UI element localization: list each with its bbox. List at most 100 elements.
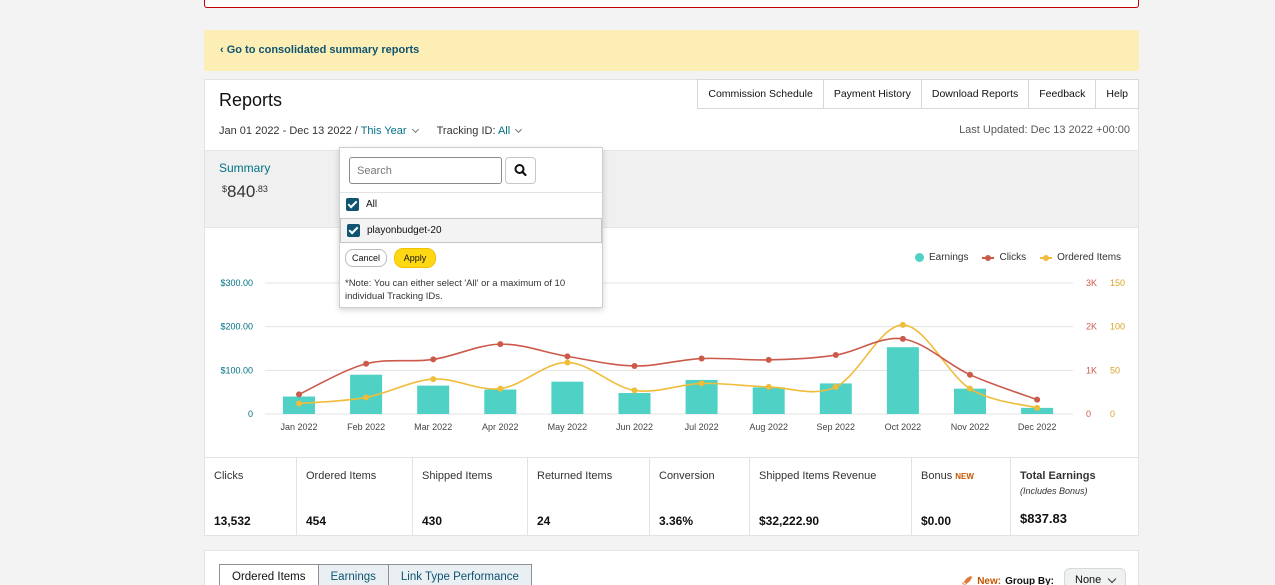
- left-axis-tick: $300.00: [220, 278, 253, 288]
- ordered-items-point: [564, 359, 571, 366]
- x-axis-label: Jul 2022: [685, 422, 719, 432]
- clicks-point: [564, 353, 571, 360]
- x-axis-label: May 2022: [548, 422, 588, 432]
- clicks-point: [296, 391, 302, 398]
- earnings-bar: [618, 393, 651, 414]
- page-title: Reports: [219, 90, 283, 110]
- tab-commission-schedule[interactable]: Commission Schedule: [708, 88, 813, 100]
- group-by-control: New: Group By: None: [961, 568, 1126, 585]
- ordered-items-point: [631, 387, 638, 394]
- ordered-items-point: [967, 385, 973, 392]
- x-axis-label: Oct 2022: [885, 422, 922, 432]
- group-by-select[interactable]: None: [1064, 568, 1126, 585]
- x-axis-label: Jun 2022: [616, 422, 653, 432]
- clicks-point: [967, 371, 973, 378]
- left-axis-tick: $100.00: [220, 365, 253, 375]
- earnings-bar: [1021, 407, 1054, 414]
- right-axis-clicks-tick: 2K: [1086, 322, 1097, 332]
- detail-card: Ordered Items Earnings Link Type Perform…: [204, 550, 1139, 585]
- clicks-point: [363, 360, 370, 367]
- period-selector[interactable]: This Year: [360, 125, 407, 137]
- x-axis-label: Dec 2022: [1018, 422, 1057, 432]
- alert-box: [204, 0, 1139, 8]
- earnings-bar: [752, 387, 785, 414]
- clicks-point: [430, 356, 437, 363]
- new-label: New:: [977, 575, 1002, 585]
- clicks-line: [298, 337, 1038, 401]
- ordered-items-point: [296, 400, 302, 407]
- date-filter-row: Jan 01 2022 - Dec 13 2022 / This Year Tr…: [219, 125, 523, 137]
- earnings-bar: [417, 385, 450, 414]
- clicks-point: [832, 352, 839, 359]
- tracking-id-selector[interactable]: All: [497, 125, 511, 137]
- cancel-button[interactable]: Cancel: [345, 249, 387, 267]
- apply-button[interactable]: Apply: [395, 249, 435, 267]
- metric-ordered-items: Ordered Items 454: [296, 458, 412, 536]
- tab-help[interactable]: Help: [1095, 80, 1138, 108]
- tracking-note: *Note: You can either select 'All' or a …: [345, 278, 566, 302]
- tab-ordered-items[interactable]: Ordered Items: [219, 564, 319, 585]
- consolidated-reports-link[interactable]: ‹ Go to consolidated summary reports: [220, 44, 420, 56]
- clicks-point: [899, 335, 906, 342]
- rocket-icon: [962, 576, 973, 585]
- metrics-row: Clicks 13,532 Ordered Items 454 Shipped It…: [205, 457, 1138, 536]
- summary-banner: ‹ Go to consolidated summary reports: [204, 30, 1139, 71]
- x-axis-label: Apr 2022: [482, 422, 519, 432]
- ordered-items-point: [1034, 404, 1041, 411]
- chevron-down-icon: [1107, 574, 1117, 584]
- summary-label[interactable]: Summary: [219, 161, 271, 175]
- tab-link-type-performance[interactable]: Link Type Performance: [388, 564, 532, 585]
- right-axis-clicks-tick: 0: [1086, 409, 1091, 419]
- legend-earnings[interactable]: Earnings: [915, 252, 968, 263]
- legend-clicks[interactable]: Clicks: [982, 252, 1026, 263]
- summary-amount: $840.83: [222, 182, 268, 201]
- tracking-id-dropdown: All playonbudget-20 Cancel Apply *Note: …: [339, 147, 603, 308]
- option-playonbudget[interactable]: playonbudget-20: [340, 218, 602, 243]
- ordered-items-line: [298, 324, 1038, 409]
- tab-download-reports[interactable]: Download Reports: [920, 80, 1028, 108]
- right-axis-ordered-tick: 150: [1110, 278, 1125, 288]
- x-axis-label: Aug 2022: [749, 422, 788, 432]
- x-axis-label: Jan 2022: [280, 422, 317, 432]
- ordered-items-point: [698, 380, 705, 387]
- tab-earnings[interactable]: Earnings: [318, 564, 389, 585]
- ordered-items-point: [765, 383, 772, 390]
- metric-shipped-items: Shipped Items 430: [412, 458, 527, 536]
- metric-returned-items: Returned Items 24: [527, 458, 649, 536]
- legend-ordered-items[interactable]: Ordered Items: [1040, 252, 1121, 263]
- left-axis-tick: $200.00: [220, 322, 253, 332]
- earnings-bar: [954, 388, 986, 414]
- earnings-bar: [886, 347, 919, 414]
- tab-payment-history[interactable]: Payment History: [822, 80, 921, 108]
- x-axis-label: Mar 2022: [414, 422, 452, 432]
- clicks-point: [698, 355, 705, 362]
- clicks-line-icon: [982, 254, 995, 261]
- clicks-point: [1034, 396, 1041, 403]
- checkbox-checked-icon[interactable]: [347, 224, 360, 237]
- right-axis-ordered-tick: 100: [1110, 322, 1125, 332]
- ordered-line-icon: [1040, 254, 1053, 261]
- right-axis-clicks-tick: 3K: [1086, 278, 1097, 288]
- date-range: Jan 01 2022 - Dec 13 2022 /: [219, 125, 358, 137]
- tracking-label: Tracking ID:: [436, 125, 496, 137]
- ordered-items-point: [363, 394, 370, 401]
- report-tabs: Commission Schedule Payment History Down…: [697, 79, 1139, 109]
- tracking-search-input[interactable]: [349, 157, 502, 184]
- clicks-point: [631, 362, 638, 369]
- chevron-down-icon[interactable]: [411, 125, 419, 134]
- earnings-dot-icon: [915, 253, 924, 262]
- search-icon: [514, 164, 527, 177]
- checkbox-checked-icon[interactable]: [346, 198, 359, 211]
- tab-feedback[interactable]: Feedback: [1028, 80, 1095, 108]
- ordered-items-point: [832, 383, 839, 390]
- new-badge: NEW: [955, 472, 974, 481]
- search-button[interactable]: [505, 157, 536, 184]
- metric-total-earnings: Total Earnings (Includes Bonus) $837.83: [1010, 458, 1138, 536]
- clicks-point: [765, 356, 772, 363]
- x-axis-label: Feb 2022: [347, 422, 385, 432]
- left-axis-tick: 0: [248, 409, 253, 419]
- metric-shipped-revenue: Shipped Items Revenue $32,222.90: [749, 458, 911, 536]
- option-all[interactable]: All: [340, 192, 602, 217]
- ordered-items-point: [497, 385, 504, 392]
- chevron-down-icon[interactable]: [515, 125, 523, 134]
